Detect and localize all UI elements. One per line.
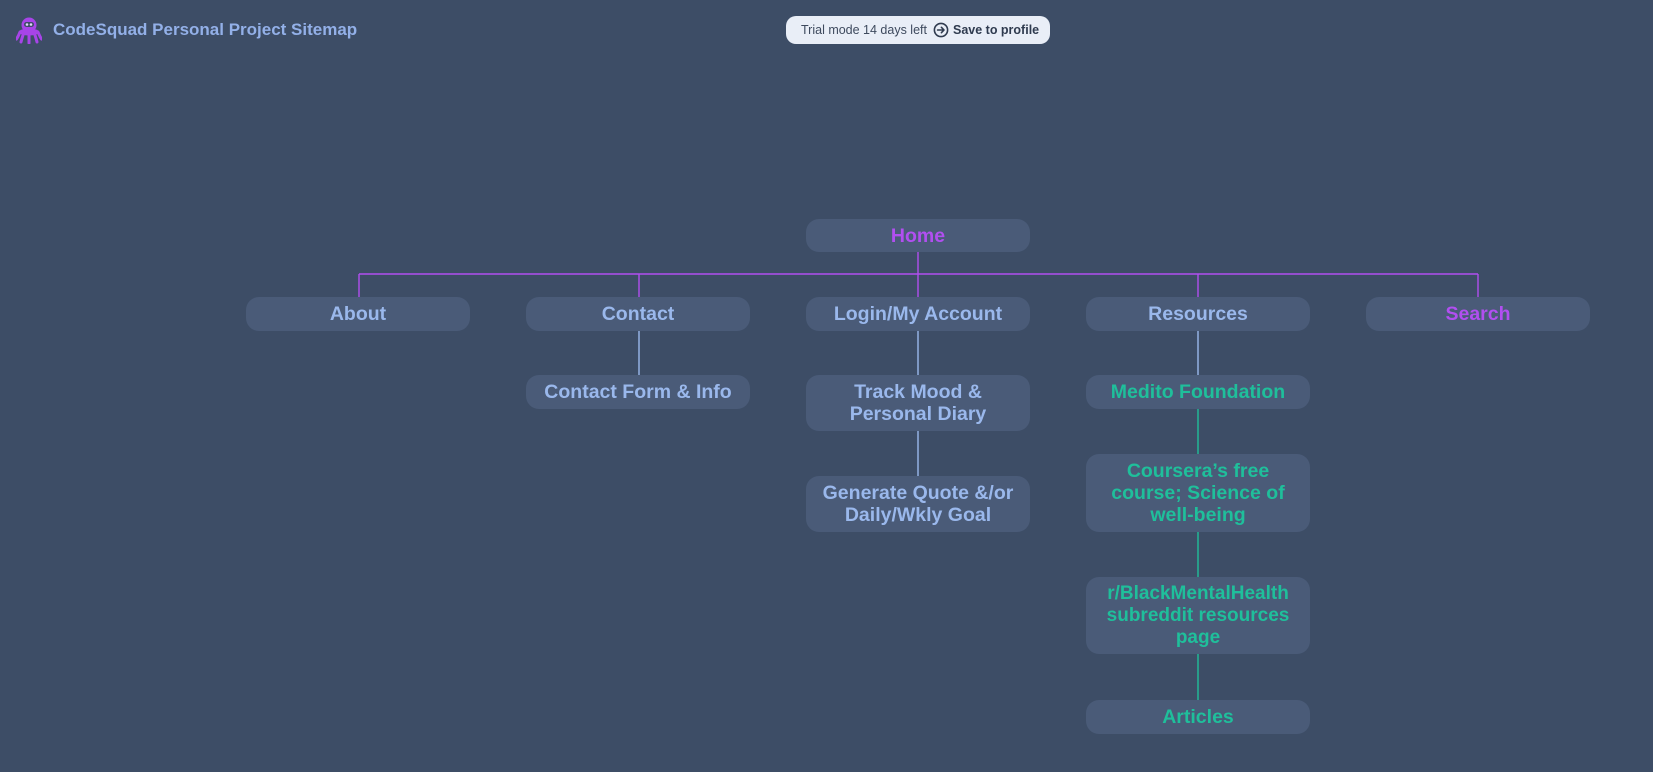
node-home[interactable]: Home <box>806 219 1030 252</box>
node-black-mental-health[interactable]: r/BlackMentalHealth subreddit resources … <box>1086 577 1310 654</box>
octopus-icon <box>16 17 42 44</box>
node-coursera-course[interactable]: Coursera’s free course; Science of well-… <box>1086 454 1310 532</box>
node-medito-foundation[interactable]: Medito Foundation <box>1086 375 1310 409</box>
node-contact-form-info[interactable]: Contact Form & Info <box>526 375 750 409</box>
node-generate-quote-goal[interactable]: Generate Quote &/or Daily/Wkly Goal <box>806 476 1030 532</box>
trial-mode-text: Trial mode 14 days left <box>801 23 927 37</box>
node-contact[interactable]: Contact <box>526 297 750 331</box>
app-title: CodeSquad Personal Project Sitemap <box>53 20 358 39</box>
node-login-my-account[interactable]: Login/My Account <box>806 297 1030 331</box>
node-about[interactable]: About <box>246 297 470 331</box>
node-search[interactable]: Search <box>1366 297 1590 331</box>
save-to-profile-label: Save to profile <box>952 23 1040 37</box>
arrow-circle-right-icon <box>933 22 949 38</box>
node-track-mood-diary[interactable]: Track Mood & Personal Diary <box>806 375 1030 431</box>
trial-banner: Trial mode 14 days left Save to profile <box>786 16 1050 44</box>
save-to-profile-button[interactable]: Save to profile <box>933 22 1039 38</box>
node-articles[interactable]: Articles <box>1086 700 1310 734</box>
node-resources[interactable]: Resources <box>1086 297 1310 331</box>
